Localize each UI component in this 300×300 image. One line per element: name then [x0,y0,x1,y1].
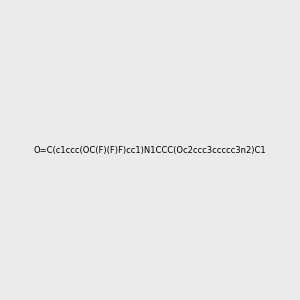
Text: O=C(c1ccc(OC(F)(F)F)cc1)N1CCC(Oc2ccc3ccccc3n2)C1: O=C(c1ccc(OC(F)(F)F)cc1)N1CCC(Oc2ccc3ccc… [34,146,266,154]
